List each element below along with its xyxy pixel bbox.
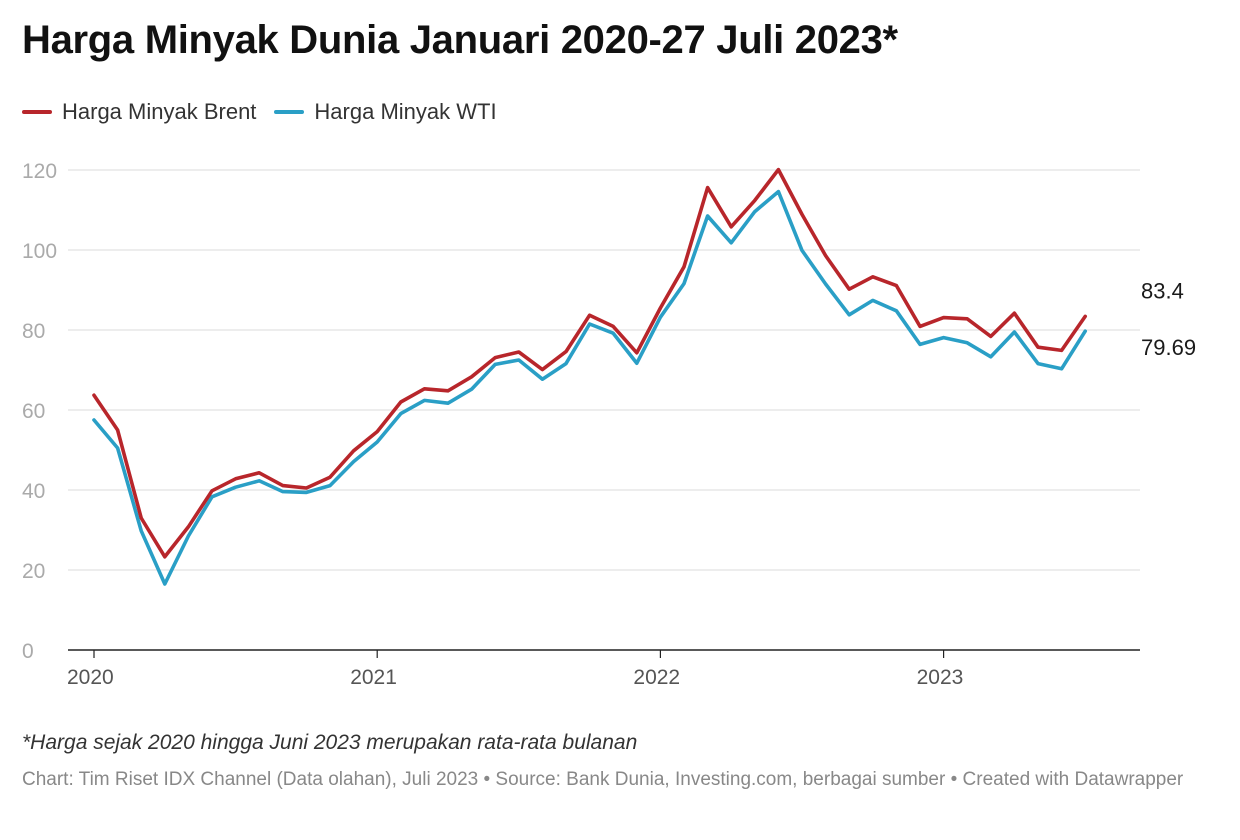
legend-label-brent: Harga Minyak Brent xyxy=(62,99,257,124)
end-label-brent: 83.4 xyxy=(1141,278,1184,303)
y-tick-label: 60 xyxy=(22,400,45,423)
source-credit: Chart: Tim Riset IDX Channel (Data olaha… xyxy=(22,769,1184,790)
gridlines xyxy=(68,169,1140,651)
footnote: *Harga sejak 2020 hingga Juni 2023 merup… xyxy=(22,731,638,754)
x-tick-label: 2022 xyxy=(633,666,680,689)
y-tick-label: 0 xyxy=(22,640,34,663)
y-tick-label: 40 xyxy=(22,480,45,503)
series-lines xyxy=(92,167,1087,586)
x-tick-label: 2021 xyxy=(350,666,397,689)
x-tick-label: 2023 xyxy=(917,666,964,689)
legend-item-brent: Harga Minyak Brent xyxy=(22,99,256,125)
series-line-wti xyxy=(92,189,1087,586)
x-tick-label: 2020 xyxy=(67,666,114,689)
x-axis-ticks: 2020 2021 2022 2023 xyxy=(67,650,963,689)
y-tick-label: 120 xyxy=(22,160,57,183)
y-axis-ticks: 0 20 40 60 80 100 120 xyxy=(22,160,57,663)
end-label-wti: 79.69 xyxy=(1141,335,1196,360)
legend: Harga Minyak Brent Harga Minyak WTI xyxy=(22,98,497,126)
legend-swatch-brent xyxy=(22,110,52,114)
y-tick-label: 20 xyxy=(22,560,45,583)
legend-swatch-wti xyxy=(274,110,305,114)
series-line-brent xyxy=(92,167,1087,559)
legend-label-wti: Harga Minyak WTI xyxy=(314,99,497,124)
y-tick-label: 100 xyxy=(22,240,57,263)
legend-item-wti: Harga Minyak WTI xyxy=(274,99,497,125)
end-labels: 83.4 79.69 xyxy=(1141,278,1196,360)
chart-title: Harga Minyak Dunia Januari 2020-27 Juli … xyxy=(22,18,898,62)
y-tick-label: 80 xyxy=(22,320,45,343)
line-chart: 0 20 40 60 80 100 120 2020 2021 2022 2023 83.4 79.… xyxy=(22,160,1196,689)
